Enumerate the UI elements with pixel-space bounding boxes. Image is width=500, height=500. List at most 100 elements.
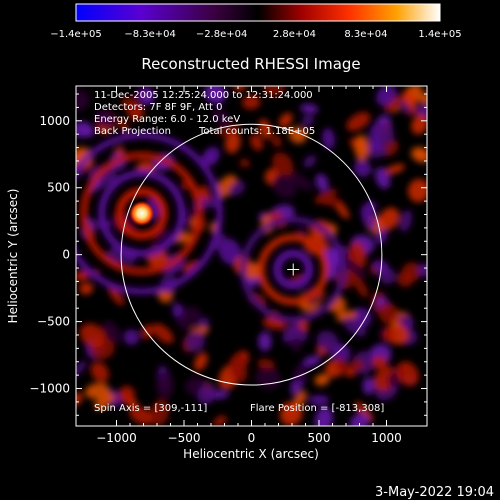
image-blob: [228, 181, 246, 196]
image-blob: [377, 302, 399, 325]
image-blob: [193, 352, 208, 371]
bright-source: [128, 200, 155, 227]
image-blob: [271, 134, 282, 148]
image-blob: [255, 368, 282, 390]
image-blob: [353, 276, 369, 298]
image-blob: [177, 306, 201, 330]
image-blob: [258, 331, 272, 352]
annotation-method: Back Projection: [94, 126, 171, 137]
image-blob: [315, 173, 329, 192]
colorbar-tick-label: −8.3e+04: [124, 29, 176, 40]
colorbar-ticks: −1.4e+05 −8.3e+04 −2.8e+04 2.8e+04 8.3e+04 1.…: [50, 29, 461, 40]
image-blob: [212, 107, 230, 127]
image-blob: [362, 377, 375, 395]
chart-title: Reconstructed RHESSI Image: [141, 55, 360, 73]
spin-axis-marker: [287, 263, 300, 276]
image-blob: [296, 226, 307, 237]
annotation-spin-axis: Spin Axis = [309,-111]: [94, 403, 207, 414]
image-blob: [117, 118, 130, 134]
image-blob: [76, 121, 93, 138]
image-blob: [396, 361, 419, 387]
image-blob: [225, 131, 241, 154]
image-ring: [115, 187, 168, 240]
image-blob: [121, 97, 140, 111]
annotation-energy-range: Energy Range: 6.0 - 12.0 keV: [94, 114, 240, 125]
image-blob: [76, 271, 89, 282]
image-blob: [301, 115, 315, 127]
image-blob: [314, 373, 330, 386]
image-blob: [76, 89, 90, 111]
image-pattern: [76, 86, 427, 426]
image-blob: [399, 209, 413, 232]
image-blob: [150, 399, 169, 426]
solar-limb-circle: [120, 123, 383, 386]
annotation-detectors: Detectors: 7F 8F 9F, Att 0: [94, 102, 222, 113]
image-ring: [273, 249, 314, 290]
image-blob: [318, 197, 344, 207]
y-tick-label: 1000: [39, 114, 70, 128]
image-blob: [316, 330, 339, 352]
image-blob: [285, 321, 301, 341]
image-blob: [239, 158, 251, 168]
image-blob: [90, 361, 109, 383]
image-blob: [129, 406, 154, 425]
image-blob: [278, 112, 293, 128]
image-blob: [308, 394, 330, 406]
image-blob: [280, 402, 303, 426]
image-blob: [229, 355, 248, 383]
image-blob: [334, 356, 349, 374]
annotation-time-range: 11-Dec-2005 12:25:24.000 to 12:31:24.000: [94, 90, 313, 101]
y-axis-label: Heliocentric Y (arcsec): [6, 189, 20, 324]
colorbar-tick-label: −2.8e+04: [196, 29, 248, 40]
annotation-flare-position: Flare Position = [-813,308]: [250, 403, 384, 414]
image-blob: [349, 412, 370, 426]
image-blob: [123, 329, 140, 346]
x-tick-label: 500: [308, 431, 331, 445]
colorbar: [75, 3, 441, 22]
image-blob: [411, 114, 427, 135]
image-blob: [375, 228, 388, 245]
colorbar-tick-label: 8.3e+04: [344, 29, 387, 40]
image-blob: [371, 355, 388, 370]
image-blob: [103, 320, 121, 344]
image-blob: [293, 362, 307, 384]
image-blob: [204, 86, 227, 104]
image-blob: [322, 128, 335, 150]
image-blob: [383, 326, 394, 342]
axis-ticks: −1000 −500 0 500 1000 −1000 −500 0 500 1000: [29, 86, 427, 445]
image-blob: [410, 147, 427, 163]
image-blob: [263, 86, 285, 97]
image-blob: [385, 163, 405, 175]
image-blob: [372, 259, 389, 274]
x-tick-label: 0: [248, 431, 256, 445]
image-blob: [350, 359, 365, 371]
x-tick-label: 1000: [371, 431, 402, 445]
footer-date: 3-May-2022 19:04: [375, 485, 494, 500]
image-ring: [240, 216, 347, 323]
image-ring: [98, 169, 186, 257]
image-blob: [216, 124, 241, 136]
image-blob: [302, 355, 321, 367]
image-blob: [418, 263, 427, 277]
image-blob: [118, 385, 135, 404]
image-blob: [94, 392, 115, 410]
image-blob: [213, 415, 227, 426]
image-blob: [376, 86, 397, 106]
x-axis-label: Heliocentric X (arcsec): [183, 447, 319, 461]
image-blob: [346, 259, 367, 279]
colorbar-tick-label: 2.8e+04: [273, 29, 316, 40]
y-tick-label: −500: [37, 315, 70, 329]
image-blob: [272, 174, 297, 198]
image-blob: [250, 134, 264, 151]
image-blob: [397, 271, 414, 288]
image-blob: [300, 103, 319, 114]
image-ring: [76, 132, 223, 295]
y-tick-label: 500: [47, 181, 70, 195]
image-blob: [242, 95, 261, 110]
colorbar-tick-label: −1.4e+05: [50, 29, 102, 40]
x-tick-label: −500: [168, 431, 201, 445]
image-ring: [80, 151, 204, 275]
colorbar-tick-label: 1.4e+05: [418, 29, 461, 40]
image-blob: [95, 109, 116, 129]
